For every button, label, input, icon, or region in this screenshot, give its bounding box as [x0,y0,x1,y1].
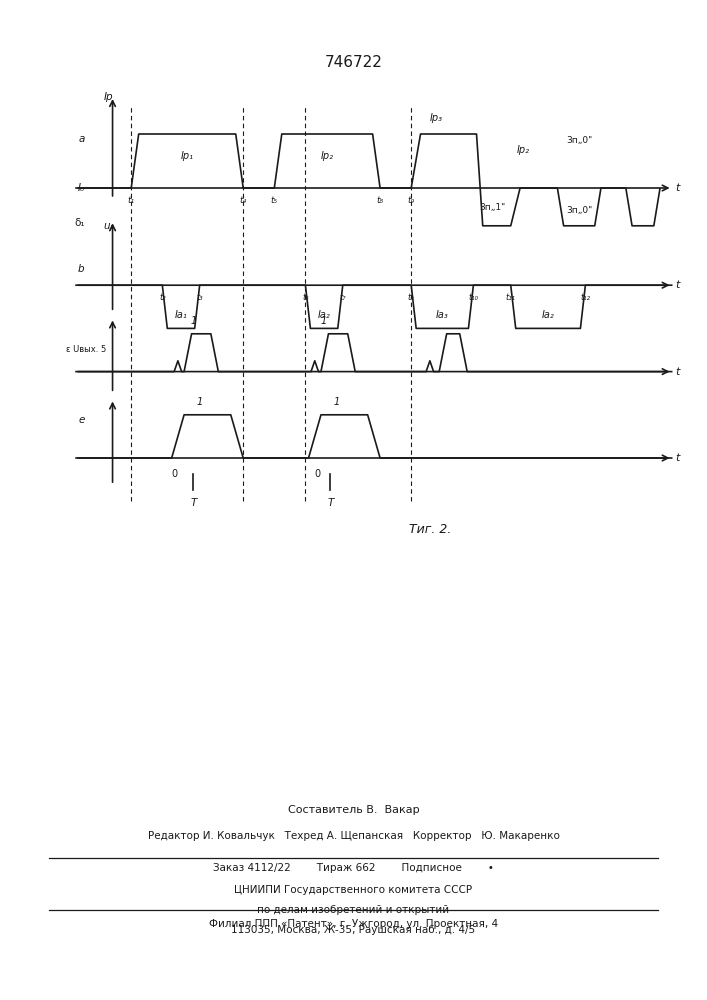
Text: t₇: t₇ [339,293,346,302]
Text: 1: 1 [321,316,327,326]
Text: t₉: t₉ [408,196,415,205]
Text: Iр₂: Iр₂ [321,151,334,161]
Text: Iа₂: Iа₂ [317,310,330,320]
Text: 3п„1": 3п„1" [479,203,506,212]
Text: T: T [190,498,197,508]
Text: t₁₀: t₁₀ [469,293,479,302]
Text: t₈: t₈ [377,196,384,205]
Text: ЦНИИПИ Государственного комитета СССР: ЦНИИПИ Государственного комитета СССР [235,885,472,895]
Text: Iр: Iр [103,92,113,102]
Text: a: a [78,134,85,144]
Text: T: T [327,498,334,508]
Text: t₆: t₆ [302,293,309,302]
Text: Филиал ППП «Патент», г. Ужгород, ул. Проектная, 4: Филиал ППП «Патент», г. Ужгород, ул. Про… [209,919,498,929]
Text: 3п„0": 3п„0" [566,206,592,215]
Text: Заказ 4112/22        Тираж 662        Подписное        •: Заказ 4112/22 Тираж 662 Подписное • [213,863,494,873]
Text: u₁: u₁ [103,221,114,231]
Text: по делам изобретений и открытий: по делам изобретений и открытий [257,905,450,915]
Text: 1: 1 [334,397,339,407]
Text: 0: 0 [172,469,178,479]
Text: t: t [676,183,680,193]
Text: Составитель В.  Вакар: Составитель В. Вакар [288,805,419,815]
Text: b: b [78,264,85,274]
Text: 1: 1 [197,397,203,407]
Text: 1: 1 [190,316,197,326]
Text: δ₁: δ₁ [74,218,85,228]
Text: e: e [78,415,85,425]
Text: Iр₁: Iр₁ [181,151,194,161]
Text: Редактор И. Ковальчук   Техред А. Щепанская   Корректор   Ю. Макаренко: Редактор И. Ковальчук Техред А. Щепанска… [148,831,559,841]
Text: Iа₂: Iа₂ [542,310,554,320]
Text: I₀: I₀ [78,183,85,193]
Text: Iа₃: Iа₃ [436,310,449,320]
Text: 113035, Москва, Ж-35, Раушская наб., д. 4/5: 113035, Москва, Ж-35, Раушская наб., д. … [231,925,476,935]
Text: t₃: t₃ [197,293,203,302]
Text: 3п„0": 3п„0" [566,136,592,145]
Text: t₁₂: t₁₂ [580,293,590,302]
Text: t: t [676,453,680,463]
Text: t₁₁: t₁₁ [506,293,515,302]
Text: t₉: t₉ [408,293,414,302]
Text: t₄: t₄ [240,196,247,205]
Text: t: t [676,367,680,377]
Text: Τиг. 2.: Τиг. 2. [409,523,451,536]
Text: Iр₂: Iр₂ [517,145,530,155]
Text: t₅: t₅ [271,196,278,205]
Text: ε Uвых. 5: ε Uвых. 5 [66,346,106,355]
Text: t: t [676,280,680,290]
Text: t₂: t₂ [159,293,165,302]
Text: Iр₃: Iр₃ [430,113,443,123]
Text: 746722: 746722 [325,55,382,70]
Text: 0: 0 [315,469,321,479]
Text: t₁: t₁ [128,196,135,205]
Text: Iа₁: Iа₁ [175,310,187,320]
